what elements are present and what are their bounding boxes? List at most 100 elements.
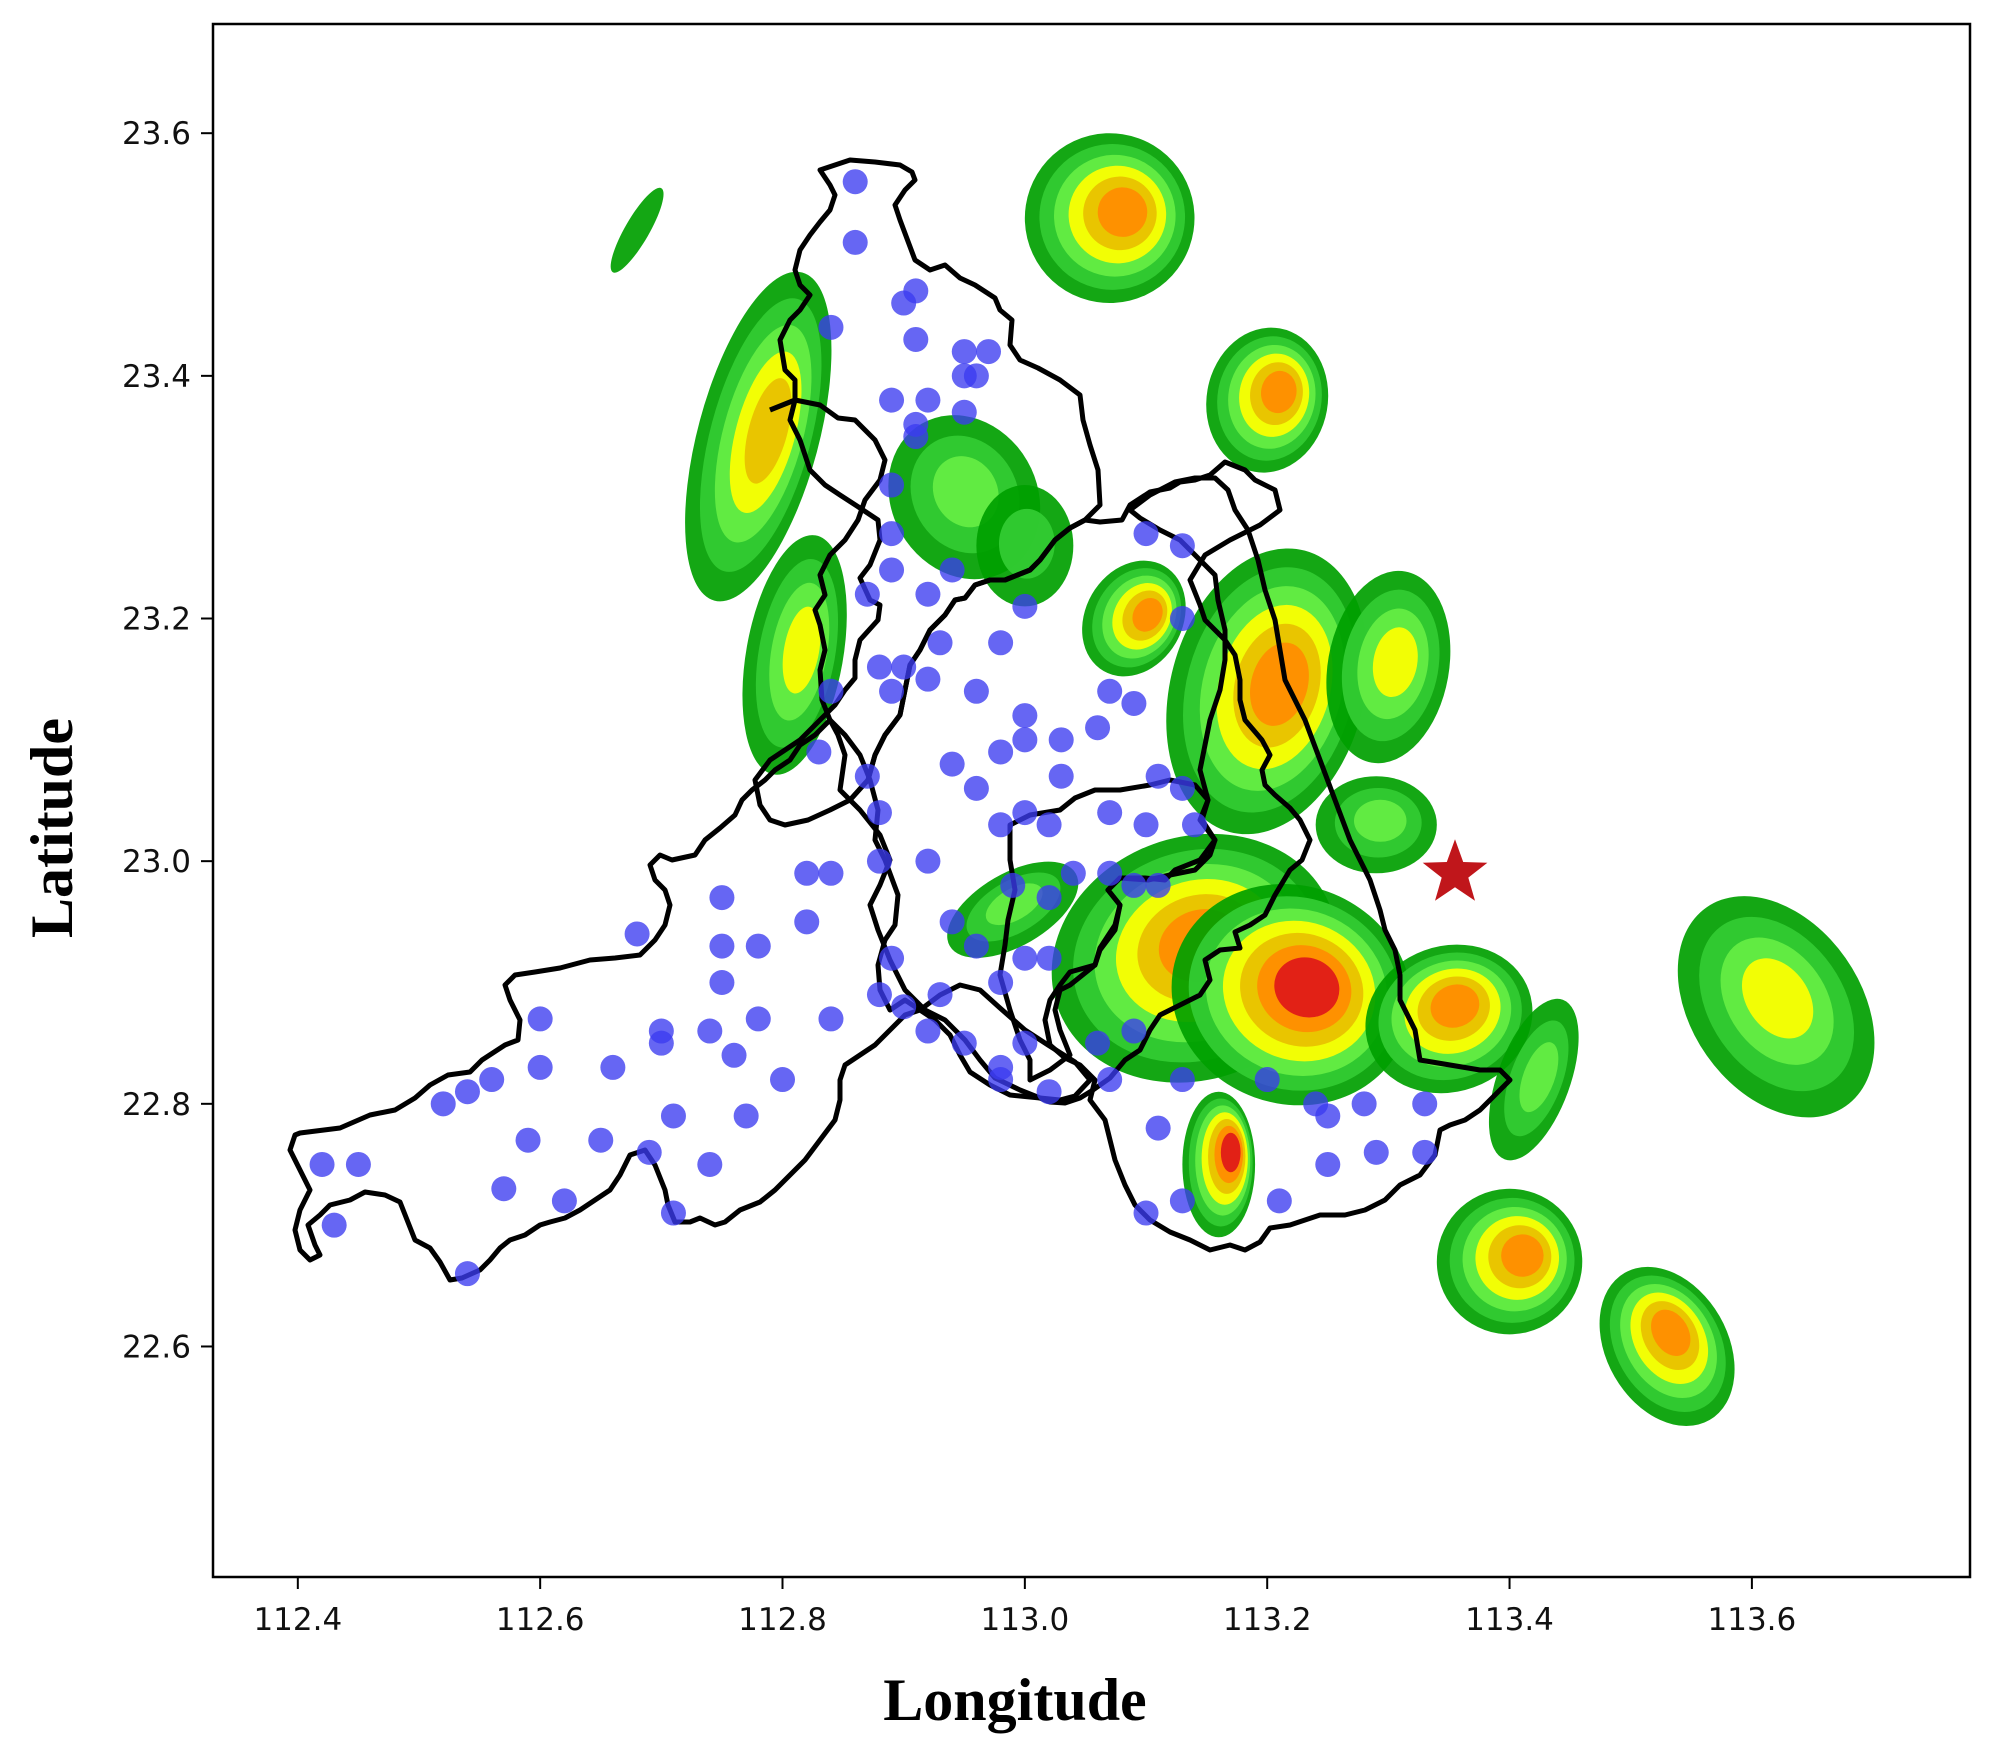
station-point [1315, 1151, 1341, 1177]
station-point [1012, 727, 1038, 753]
station-point [1315, 1103, 1341, 1129]
station-point [818, 1006, 844, 1032]
radar-echo [932, 456, 999, 528]
x-tick-label: 112.8 [738, 1602, 827, 1638]
station-point [1169, 606, 1195, 632]
station-point [551, 1188, 577, 1214]
station-point [915, 1018, 941, 1044]
x-tick-label: 113.4 [1465, 1602, 1554, 1638]
station-point [915, 581, 941, 607]
station-point [988, 812, 1014, 838]
station-point [927, 982, 953, 1008]
radar-echo [1501, 1234, 1544, 1277]
station-point [951, 399, 977, 425]
x-axis-title: Longitude [883, 1667, 1146, 1733]
station-point [1097, 860, 1123, 886]
station-point [988, 1067, 1014, 1093]
station-point [1085, 715, 1111, 741]
station-point [1012, 800, 1038, 826]
radar-reflectivity-layer [610, 133, 1875, 1427]
station-point [648, 1018, 674, 1044]
y-tick-label: 23.4 [122, 359, 191, 395]
station-point [1412, 1139, 1438, 1165]
star-marker [1422, 839, 1488, 901]
station-point [1121, 690, 1147, 716]
station-point [660, 1200, 686, 1226]
station-point [636, 1139, 662, 1165]
station-point [1060, 860, 1086, 886]
station-point [963, 678, 989, 704]
x-tick-label: 113.6 [1708, 1602, 1797, 1638]
station-point [879, 678, 905, 704]
station-point [866, 654, 892, 680]
y-tick-label: 22.8 [122, 1087, 191, 1123]
station-point [1121, 872, 1147, 898]
station-point [1133, 812, 1159, 838]
station-point [1133, 1200, 1159, 1226]
station-point [1012, 593, 1038, 619]
station-point [721, 1042, 747, 1068]
station-point [624, 921, 650, 947]
x-tick-label: 113.0 [980, 1602, 1069, 1638]
station-point [903, 326, 929, 352]
station-point [588, 1127, 614, 1153]
plot-area [213, 24, 1970, 1577]
station-point [963, 775, 989, 801]
station-point [1412, 1091, 1438, 1117]
y-axis-title: Latitude [19, 718, 85, 938]
radar-echo [1250, 642, 1309, 726]
plot-frame [211, 22, 1972, 1579]
station-point [1012, 945, 1038, 971]
station-point [866, 982, 892, 1008]
radar-echo [1354, 799, 1407, 842]
station-point [454, 1079, 480, 1105]
station-point [806, 739, 832, 765]
station-point [915, 666, 941, 692]
radar-echo [1132, 597, 1163, 632]
station-point [963, 933, 989, 959]
station-point [527, 1054, 553, 1080]
radar-echo [1430, 984, 1480, 1028]
x-tick-label: 112.4 [253, 1602, 342, 1638]
station-point [988, 969, 1014, 995]
stations-layer [309, 169, 1438, 1287]
station-point [1169, 1067, 1195, 1093]
boundary-central-district [769, 397, 1313, 1106]
station-point [697, 1018, 723, 1044]
station-point [951, 339, 977, 365]
station-point [321, 1212, 347, 1238]
station-point [903, 424, 929, 450]
station-point [794, 860, 820, 886]
station-point [1145, 763, 1171, 789]
station-point [854, 763, 880, 789]
station-point [915, 848, 941, 874]
station-point [1363, 1139, 1389, 1165]
radar-echo [1274, 957, 1340, 1018]
station-point [1097, 1067, 1123, 1093]
station-point [1012, 1030, 1038, 1056]
station-point [891, 654, 917, 680]
station-point [879, 472, 905, 498]
station-point [1266, 1188, 1292, 1214]
x-tick-label: 112.6 [496, 1602, 585, 1638]
station-point [879, 557, 905, 583]
station-point [709, 933, 735, 959]
radar-echo [1651, 1309, 1691, 1357]
x-axis-ticks: 112.4 112.6 112.8 113.0 113.2 113.4 113.6 [253, 1577, 1796, 1638]
station-point [660, 1103, 686, 1129]
station-point [745, 933, 771, 959]
station-point [1012, 703, 1038, 729]
station-point [1181, 812, 1207, 838]
radar-echo [782, 606, 821, 694]
station-point [891, 994, 917, 1020]
radar-echo [1220, 1132, 1241, 1173]
station-point [915, 387, 941, 413]
station-point [709, 885, 735, 911]
station-point [1133, 521, 1159, 547]
station-point [939, 557, 965, 583]
station-point [1351, 1091, 1377, 1117]
station-point [866, 848, 892, 874]
station-point [733, 1103, 759, 1129]
station-point [794, 909, 820, 935]
